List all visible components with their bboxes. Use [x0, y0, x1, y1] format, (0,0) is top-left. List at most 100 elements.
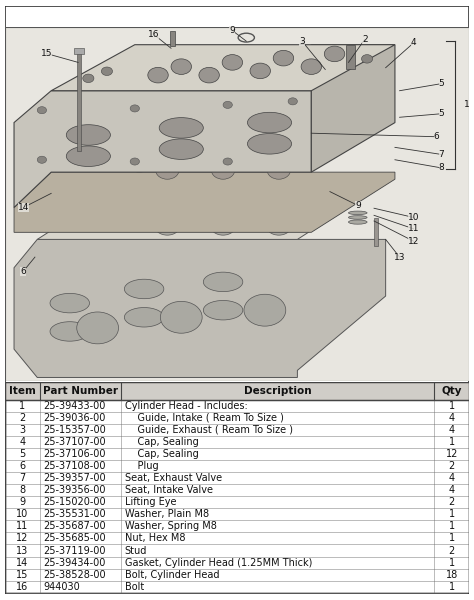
Circle shape [130, 158, 139, 165]
Text: 2: 2 [449, 497, 455, 507]
Text: 25-37106-00: 25-37106-00 [43, 449, 106, 459]
Circle shape [37, 156, 46, 163]
Ellipse shape [159, 118, 203, 138]
Ellipse shape [66, 125, 110, 145]
Text: 2: 2 [449, 461, 455, 471]
Text: Description: Description [244, 386, 311, 395]
Polygon shape [14, 239, 386, 377]
Circle shape [267, 161, 291, 179]
Ellipse shape [348, 220, 367, 224]
Text: 25-39433-00: 25-39433-00 [43, 401, 106, 410]
Text: 2: 2 [19, 413, 25, 422]
Text: 12: 12 [16, 533, 28, 544]
Circle shape [223, 158, 232, 165]
Text: 10: 10 [408, 213, 419, 222]
Text: 2: 2 [449, 545, 455, 556]
Text: 5: 5 [19, 449, 25, 459]
Text: 4: 4 [19, 437, 25, 447]
Ellipse shape [203, 301, 243, 320]
Text: Seat, Intake Valve: Seat, Intake Valve [125, 485, 212, 495]
Polygon shape [51, 45, 395, 91]
Circle shape [294, 187, 319, 207]
Text: 5: 5 [438, 79, 444, 88]
Circle shape [37, 107, 46, 114]
Circle shape [155, 215, 180, 235]
Text: 14: 14 [18, 203, 29, 212]
Circle shape [222, 55, 243, 70]
Circle shape [223, 101, 232, 109]
Text: 25-38528-00: 25-38528-00 [43, 569, 106, 580]
Text: 3.    CYLINDER HEAD: 3. CYLINDER HEAD [10, 11, 146, 23]
Circle shape [250, 63, 271, 79]
Text: 1: 1 [449, 401, 455, 410]
Text: 25-37119-00: 25-37119-00 [43, 545, 106, 556]
Text: 4: 4 [449, 485, 455, 495]
Text: 25-15357-00: 25-15357-00 [43, 425, 106, 435]
Circle shape [171, 59, 191, 74]
Polygon shape [37, 183, 386, 239]
Text: 1: 1 [449, 557, 455, 568]
Text: 1: 1 [449, 533, 455, 544]
Text: Guide, Exhaust ( Ream To Size ): Guide, Exhaust ( Ream To Size ) [125, 425, 292, 435]
Text: 25-35531-00: 25-35531-00 [43, 509, 106, 519]
Circle shape [239, 148, 263, 165]
Circle shape [128, 154, 151, 172]
Text: 3: 3 [299, 37, 305, 46]
Polygon shape [14, 172, 395, 232]
Text: Washer, Spring M8: Washer, Spring M8 [125, 521, 217, 532]
Circle shape [323, 133, 346, 151]
Text: Cylinder Head - Includes:: Cylinder Head - Includes: [125, 401, 247, 410]
Text: 25-35687-00: 25-35687-00 [43, 521, 106, 532]
Text: 4: 4 [449, 413, 455, 422]
Text: Plug: Plug [125, 461, 158, 471]
Text: 3: 3 [19, 425, 25, 435]
Text: Bolt: Bolt [125, 582, 144, 592]
Text: 7: 7 [19, 473, 25, 483]
Text: 6: 6 [20, 267, 26, 276]
Circle shape [127, 208, 153, 228]
Ellipse shape [203, 272, 243, 292]
Text: 25-39434-00: 25-39434-00 [43, 557, 106, 568]
Text: 11: 11 [16, 521, 28, 532]
Text: 8: 8 [19, 485, 25, 495]
Text: 25-39357-00: 25-39357-00 [43, 473, 106, 483]
Circle shape [238, 201, 264, 221]
Ellipse shape [66, 146, 110, 166]
Text: 6: 6 [19, 461, 25, 471]
Text: Washer, Plain M8: Washer, Plain M8 [125, 509, 209, 519]
Text: 11: 11 [408, 224, 419, 233]
Text: 25-39036-00: 25-39036-00 [43, 413, 106, 422]
Circle shape [101, 67, 112, 76]
Text: 10: 10 [16, 509, 28, 519]
Circle shape [182, 201, 208, 221]
Ellipse shape [50, 293, 90, 313]
Text: Cap, Sealing: Cap, Sealing [125, 437, 198, 447]
Text: 15: 15 [41, 49, 52, 58]
Text: 1: 1 [449, 509, 455, 519]
Circle shape [288, 98, 297, 105]
Text: Lifting Eye: Lifting Eye [125, 497, 176, 507]
Circle shape [273, 50, 294, 66]
Circle shape [199, 67, 219, 83]
Polygon shape [14, 91, 311, 208]
Ellipse shape [50, 322, 90, 341]
Circle shape [301, 59, 321, 74]
Text: Nut, Hex M8: Nut, Hex M8 [125, 533, 185, 544]
Text: 4: 4 [410, 38, 416, 47]
Text: Seat, Exhaust Valve: Seat, Exhaust Valve [125, 473, 222, 483]
Text: 9: 9 [19, 497, 25, 507]
Bar [5, 382, 469, 400]
Circle shape [362, 55, 373, 63]
Circle shape [148, 67, 168, 83]
Circle shape [83, 74, 94, 83]
Text: 9: 9 [229, 26, 235, 35]
Ellipse shape [124, 308, 164, 327]
Ellipse shape [348, 215, 367, 219]
Circle shape [324, 46, 345, 62]
Circle shape [295, 133, 319, 151]
Circle shape [130, 105, 139, 112]
Text: Qty: Qty [442, 386, 462, 395]
Circle shape [155, 161, 179, 179]
Text: 944030: 944030 [43, 582, 80, 592]
Circle shape [321, 187, 347, 207]
